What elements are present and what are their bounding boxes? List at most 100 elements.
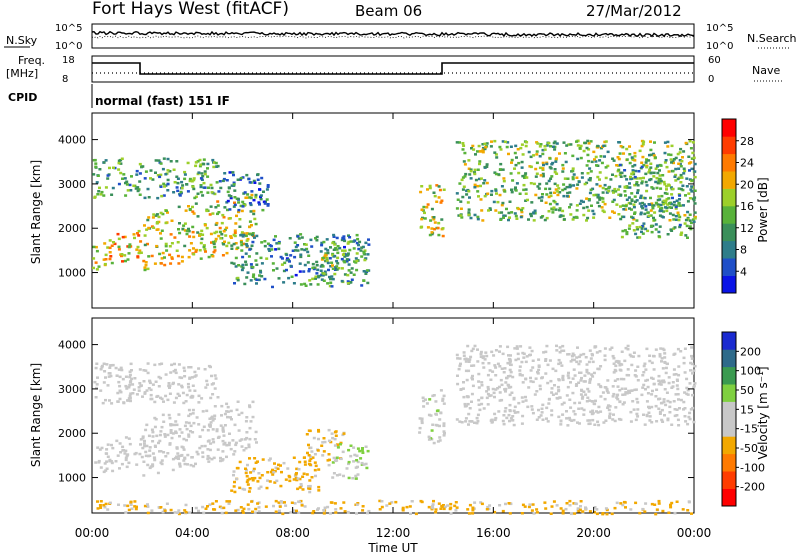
- echo-region: [319, 241, 370, 275]
- colorbar-swatch: [722, 171, 736, 189]
- colorbar-tick-label: 28: [740, 135, 754, 148]
- colorbar-tick-label: 200: [740, 345, 761, 358]
- echo-region: [92, 229, 143, 271]
- colorbar-tick-label: -200: [740, 481, 765, 494]
- freq-tick-top: 18: [62, 55, 75, 66]
- nave-label: Nave: [752, 64, 780, 77]
- power-y-axis: 1000 2000 3000 4000: [58, 134, 694, 280]
- colorbar-swatch: [722, 258, 736, 276]
- colorbar-tick-label: 12: [740, 222, 754, 235]
- echo-region: [418, 389, 446, 445]
- freq-panel: Freq. [MHz] 18 8 60 0 Nave: [6, 54, 782, 85]
- echo-region: [618, 163, 697, 239]
- y-tick-label: 1000: [58, 472, 86, 485]
- colorbar-swatch: [722, 419, 736, 437]
- colorbar-tick-label: 16: [740, 200, 754, 213]
- y-tick-label: 4000: [58, 339, 86, 352]
- echo-region: [305, 428, 346, 467]
- echo-region: [230, 233, 371, 289]
- power-ylabel: Slant Range [km]: [29, 160, 43, 264]
- y-tick-label: 1000: [58, 267, 86, 280]
- noise-tick-bottom-left: 10^0: [55, 41, 82, 52]
- echo-region: [96, 499, 693, 516]
- colorbar-swatch: [722, 384, 736, 402]
- colorbar-swatch: [722, 471, 736, 489]
- echo-region: [419, 184, 446, 238]
- x-tick-label: 20:00: [576, 526, 611, 540]
- colorbar-swatch: [722, 223, 736, 242]
- colorbar-tick-label: 50: [740, 384, 754, 397]
- cpid-label: CPID: [8, 91, 37, 104]
- power-colorbar: 28 24 20 16 12 8 4: [721, 118, 754, 294]
- colorbar-tick-label: -15: [740, 423, 758, 436]
- freq-tick-bottom: 8: [62, 74, 68, 85]
- colorbar-swatch: [722, 349, 736, 368]
- x-tick-label: 16:00: [476, 526, 511, 540]
- echo-region: [93, 362, 220, 405]
- power-panel: 1000 2000 3000 4000 Slant Range [km]: [29, 112, 697, 309]
- colorbar-swatch: [722, 240, 736, 259]
- colorbar-tick-label: -100: [740, 461, 765, 474]
- cpid-value: normal (fast) 151 IF: [95, 94, 230, 108]
- echo-region: [217, 171, 270, 212]
- x-tick-label: 00:00: [75, 526, 110, 540]
- echo-region: [92, 157, 220, 200]
- colorbar-tick-label: 8: [740, 244, 747, 257]
- nave-tick-top: 60: [708, 55, 721, 66]
- colorbar-swatch: [722, 119, 736, 137]
- colorbar-swatch: [722, 206, 736, 224]
- colorbar-swatch: [722, 453, 736, 472]
- velocity-ylabel: Slant Range [km]: [29, 363, 43, 467]
- echo-region: [331, 443, 370, 480]
- y-tick-label: 2000: [58, 222, 86, 235]
- velocity-panel: 1000 2000 3000 4000 Slant Range [km]: [29, 317, 697, 516]
- echo-region: [455, 344, 697, 427]
- freq-unit: [MHz]: [6, 67, 38, 80]
- noise-trace: [91, 30, 695, 39]
- velocity-colorbar: 200 100 50 15 -15 -50 -100 -200: [721, 331, 765, 507]
- freq-trace: [92, 62, 694, 75]
- colorbar-swatch: [722, 488, 736, 507]
- y-tick-label: 3000: [58, 178, 86, 191]
- velocity-echoes: [93, 344, 697, 516]
- echo-region: [94, 435, 145, 474]
- nave-tick-bottom: 0: [708, 74, 714, 85]
- colorbar-swatch: [722, 188, 736, 207]
- y-tick-label: 2000: [58, 427, 86, 440]
- x-tick-label: 12:00: [376, 526, 411, 540]
- y-tick-label: 4000: [58, 134, 86, 147]
- colorbar-swatch: [722, 401, 736, 420]
- noise-tick-top-right: 10^5: [706, 23, 733, 34]
- date-label: 27/Mar/2012: [586, 2, 682, 20]
- nsky-label: N.Sky: [6, 34, 38, 47]
- echo-region: [230, 455, 321, 494]
- velocity-colorbar-label: Velocity [m s⁻¹]: [756, 366, 770, 459]
- colorbar-swatch: [722, 153, 736, 172]
- power-echoes: [92, 139, 697, 289]
- x-tick-label: 04:00: [175, 526, 210, 540]
- colorbar-tick-label: 20: [740, 178, 754, 191]
- x-tick-label: 08:00: [275, 526, 310, 540]
- colorbar-tick-label: 24: [740, 157, 754, 170]
- colorbar-tick-label: -50: [740, 442, 758, 455]
- beam-label: Beam 06: [355, 2, 422, 20]
- x-tick-label: 00:00: [677, 526, 712, 540]
- colorbar-swatch: [722, 275, 736, 294]
- colorbar-tick-label: 100: [740, 365, 761, 378]
- noise-tick-bottom-right: 10^0: [706, 41, 733, 52]
- noise-panel: N.Sky 10^5 10^0 10^5 10^0 N.Search: [4, 23, 797, 52]
- xaxis-label: Time UT: [367, 541, 418, 554]
- nsearch-label: N.Search: [747, 32, 797, 45]
- y-tick-label: 3000: [58, 383, 86, 396]
- time-axis: 00:00 04:00 08:00 12:00 16:00 20:00 00:00: [75, 113, 712, 540]
- colorbar-swatch: [722, 332, 736, 350]
- velocity-y-axis: 1000 2000 3000 4000: [58, 339, 694, 485]
- colorbar-swatch: [722, 436, 736, 455]
- colorbar-swatch: [722, 136, 736, 155]
- colorbar-tick-label: 4: [740, 265, 747, 278]
- echo-region: [142, 400, 258, 477]
- echo-region: [142, 193, 258, 272]
- power-colorbar-label: Power [dB]: [756, 177, 770, 242]
- colorbar-swatch: [722, 366, 736, 385]
